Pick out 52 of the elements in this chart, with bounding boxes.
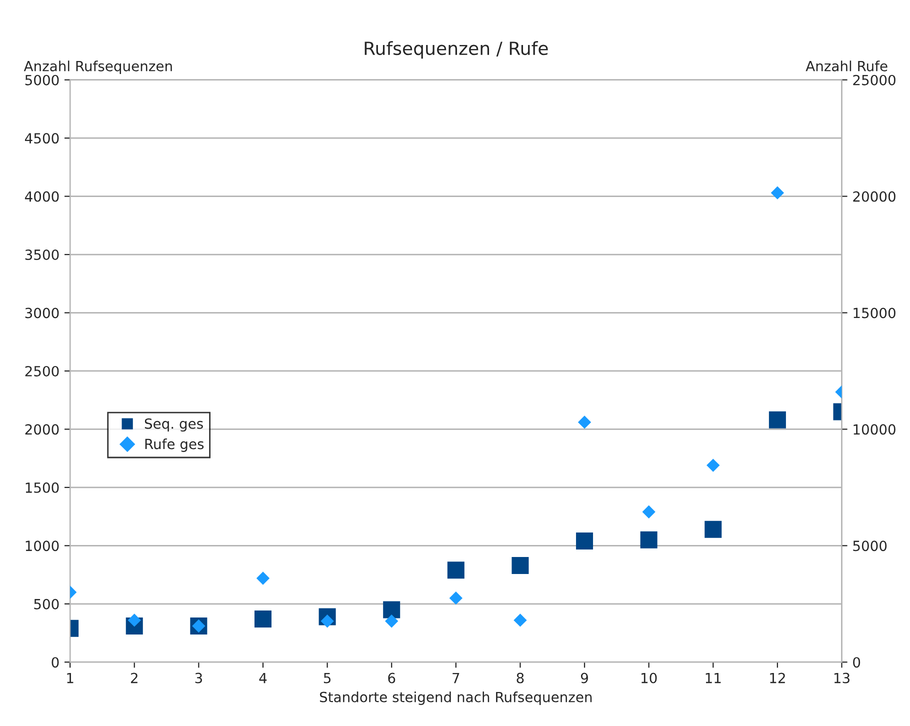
x-tick-label: 5: [324, 672, 330, 684]
y-tick-label: 2000: [25, 424, 59, 435]
y2-tick-label: 10000: [854, 424, 896, 435]
x-tick-label: 10: [642, 672, 657, 684]
point: [578, 416, 592, 429]
y2-axis-title: Anzahl Rufe: [806, 60, 888, 72]
x-axis-title: Standorte steigend nach Rufsequenzen: [320, 692, 592, 705]
y-tick-label: 2500: [25, 366, 59, 376]
x-tick-label: 6: [388, 672, 396, 684]
point: [254, 610, 272, 628]
x-tick-label: 9: [580, 672, 588, 684]
y-tick-label: 0: [52, 657, 59, 668]
legend-label: Rufe ges: [145, 438, 204, 452]
point: [768, 411, 786, 428]
y-tick-label: 1500: [26, 482, 59, 493]
point: [642, 505, 656, 518]
y-tick-label: 4500: [24, 133, 59, 144]
legend-label: Seq. ges: [144, 418, 203, 432]
point: [770, 186, 784, 200]
x-tick-label: 3: [195, 672, 202, 684]
x-tick-label: 1: [67, 672, 74, 684]
point: [640, 531, 658, 548]
y-tick-label: 500: [34, 598, 59, 610]
y-tick-label: 3000: [25, 308, 59, 318]
x-tick-label: 7: [452, 672, 460, 684]
y-tick-label: 1000: [26, 540, 59, 552]
y-axis-title: Anzahl Rufsequenzen: [24, 60, 172, 74]
y2-tick-label: 20000: [853, 191, 896, 202]
x-tick-label: 13: [834, 672, 850, 684]
y2-tick-label: 5000: [853, 540, 887, 552]
y-tick-label: 4000: [24, 191, 59, 202]
point: [514, 614, 527, 627]
y-tick-label: 5000: [25, 74, 59, 86]
point: [704, 520, 722, 538]
x-tick-label: 4: [259, 672, 267, 684]
point: [449, 591, 462, 605]
point: [385, 614, 398, 628]
y2-tick-label: 15000: [854, 308, 896, 318]
point: [576, 532, 594, 550]
point: [256, 572, 270, 585]
x-tick-label: 12: [770, 672, 785, 684]
x-tick-label: 8: [516, 672, 524, 684]
y2-tick-label: 25000: [853, 74, 896, 86]
y-tick-label: 3500: [25, 250, 59, 260]
point: [383, 601, 400, 618]
point: [512, 556, 529, 574]
chart-title: Rufsequenzen / Rufe: [364, 41, 548, 59]
y2-tick-label: 0: [853, 657, 860, 668]
point: [447, 562, 464, 579]
x-tick-label: 2: [130, 672, 138, 684]
x-tick-label: 11: [706, 672, 721, 684]
point: [706, 458, 720, 472]
